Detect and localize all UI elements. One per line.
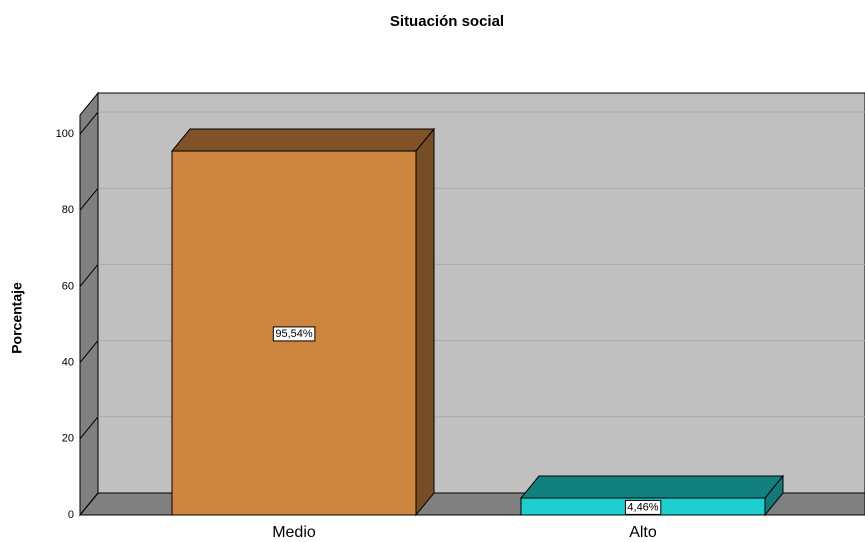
data-label: 4,46% (627, 501, 658, 513)
y-tick-label: 60 (62, 280, 74, 292)
y-tick-label: 40 (62, 357, 74, 369)
data-label-group: 4,46% (624, 499, 662, 515)
tick-mark (79, 111, 99, 135)
tick-mark (79, 340, 99, 363)
y-axis-label: Porcentaje (9, 282, 25, 354)
data-label-group: 95,54% (272, 326, 316, 342)
chart-title: Situación social (390, 13, 504, 30)
x-tick-label: Medio (272, 524, 316, 541)
data-label-box (272, 326, 316, 342)
tick-mark (79, 264, 99, 287)
y-tick-label: 100 (56, 128, 74, 140)
y-tick-label: 0 (68, 509, 74, 521)
y-tick-label: 80 (62, 204, 74, 216)
x-tick-label: Alto (629, 524, 657, 541)
bar-top (519, 475, 785, 499)
y-tick-label: 20 (62, 433, 74, 445)
tick-mark (79, 416, 99, 440)
left-wall (79, 91, 99, 517)
tick-mark (79, 187, 99, 211)
data-label: 95,54% (275, 328, 313, 340)
bar-side (415, 127, 435, 517)
bar-top (170, 128, 436, 152)
tick-mark (79, 492, 99, 516)
data-label-box (624, 499, 662, 515)
